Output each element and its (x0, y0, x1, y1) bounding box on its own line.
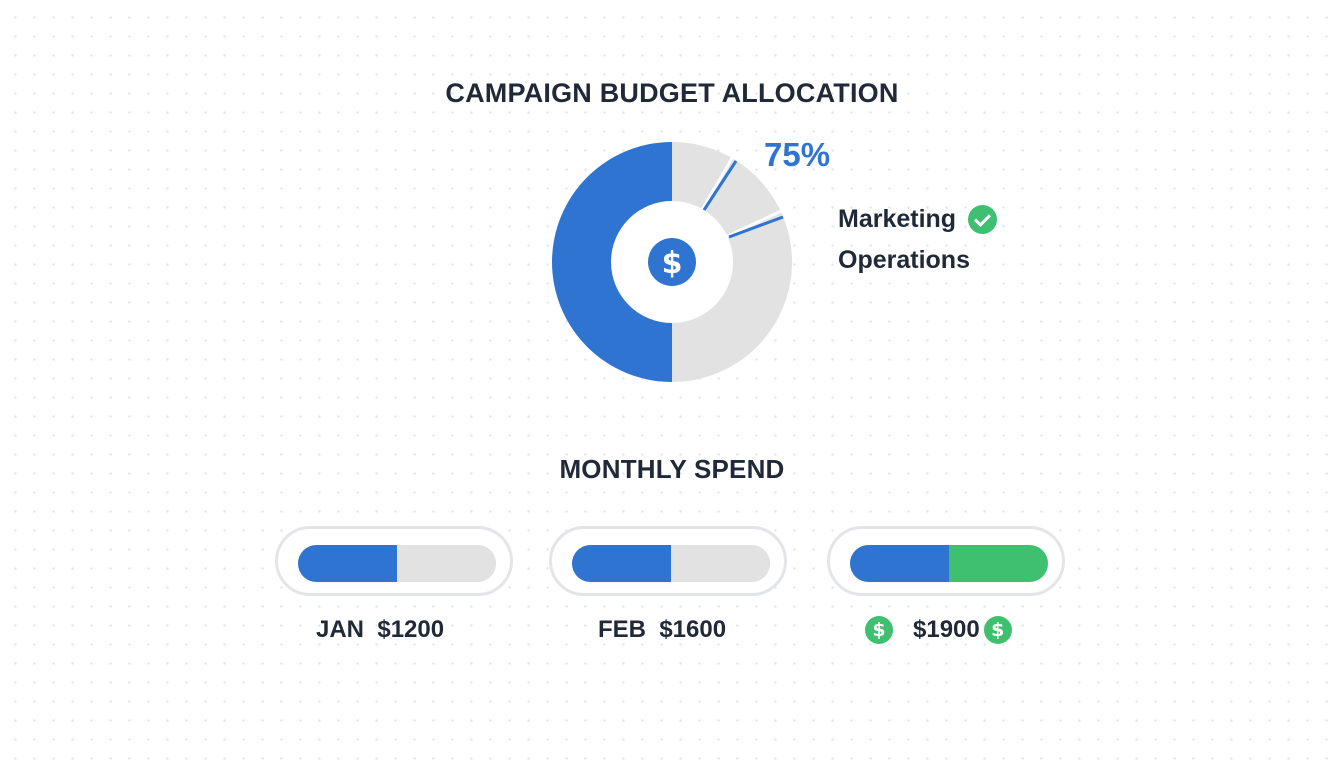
chart-title: CAMPAIGN BUDGET ALLOCATION (445, 78, 899, 108)
bar-label-feb: FEB $1600 (598, 616, 727, 643)
spend-bar-fill (850, 545, 949, 582)
dollar-icon (648, 238, 696, 286)
spend-bar-track (572, 545, 770, 582)
dollar-icon-glyph: $ (662, 246, 683, 281)
legend-item-operations: Operations (838, 246, 970, 275)
dollar-icon: $ (983, 616, 1012, 644)
spend-bar-remainder (397, 545, 496, 582)
spend-bar-fill (572, 545, 671, 582)
spend-bar-fill (298, 545, 397, 582)
slice-divider (726, 209, 782, 238)
bar-label-third: $ $1900 $ (865, 616, 1012, 644)
percentage-callout: 75% (764, 136, 831, 173)
legend-item-marketing: Marketing (838, 205, 998, 234)
spend-bar-remainder (949, 545, 1048, 582)
spend-bar-card (275, 526, 513, 596)
check-icon (968, 205, 998, 234)
spend-bar-remainder (671, 545, 770, 582)
legend-label: Marketing (838, 205, 957, 233)
dollar-icon: $ (865, 616, 893, 644)
leader-line (702, 160, 738, 211)
bar-label-jan: JAN $1200 (316, 616, 445, 643)
spend-bar-track (298, 545, 496, 582)
monthly-spend-title: MONTHLY SPEND (559, 454, 785, 484)
spend-bar-track (850, 545, 1048, 582)
slice-divider (701, 157, 734, 210)
spend-bar-card (827, 526, 1065, 596)
bar-value-label: $1900 (913, 616, 980, 643)
legend-label: Operations (838, 246, 970, 274)
spend-bar-card (549, 526, 787, 596)
leader-line (728, 215, 784, 239)
